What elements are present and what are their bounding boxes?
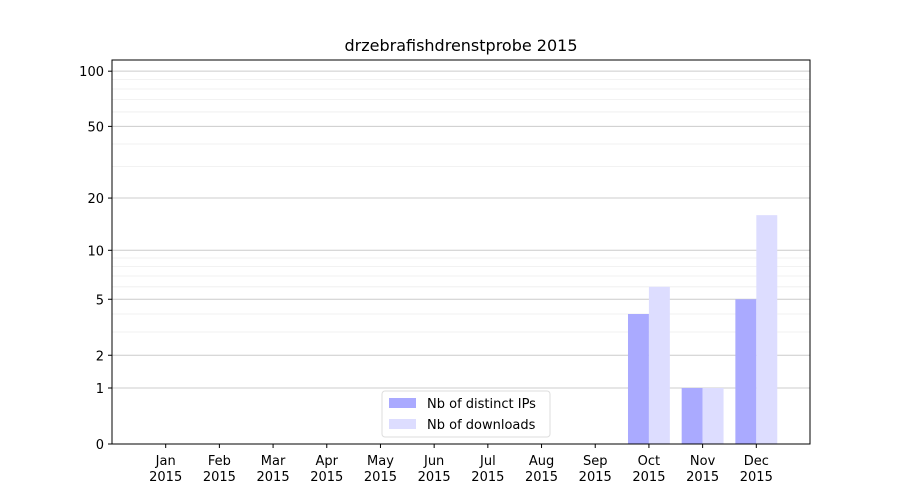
bar bbox=[756, 215, 778, 444]
bar bbox=[702, 388, 724, 444]
x-tick-label: Apr 2015 bbox=[310, 454, 343, 485]
legend-label: Nb of downloads bbox=[427, 418, 536, 433]
legend-box bbox=[381, 390, 551, 438]
bar bbox=[735, 299, 757, 444]
x-tick-label: May 2015 bbox=[364, 454, 397, 485]
x-tick-label: Sep 2015 bbox=[579, 454, 612, 485]
bar bbox=[648, 286, 670, 444]
y-tick-label: 50 bbox=[87, 120, 104, 135]
y-tick-label: 5 bbox=[96, 293, 104, 308]
y-tick-label: 100 bbox=[79, 65, 104, 80]
y-tick-label: 20 bbox=[87, 192, 104, 207]
x-tick-label: Dec 2015 bbox=[740, 454, 773, 485]
bar bbox=[681, 388, 703, 444]
x-tick-label: Nov 2015 bbox=[686, 454, 719, 485]
y-tick-label: 2 bbox=[96, 349, 104, 364]
legend: Nb of distinct IPs Nb of downloads bbox=[381, 390, 551, 438]
legend-label: Nb of distinct IPs bbox=[427, 397, 536, 412]
y-tick-label: 1 bbox=[96, 382, 104, 397]
y-tick-label: 0 bbox=[96, 438, 104, 453]
x-tick-label: Oct 2015 bbox=[632, 454, 665, 485]
x-tick-label: Jul 2015 bbox=[471, 454, 504, 485]
x-tick-label: Aug 2015 bbox=[525, 454, 558, 485]
x-tick-label: Jun 2015 bbox=[418, 454, 451, 485]
y-tick-label: 10 bbox=[87, 244, 104, 259]
chart-title: drzebrafishdrenstprobe 2015 bbox=[344, 36, 577, 55]
legend-swatch bbox=[389, 419, 416, 429]
bar bbox=[627, 313, 649, 444]
x-tick-label: Jan 2015 bbox=[149, 454, 182, 485]
legend-swatch bbox=[389, 398, 416, 408]
plot-frame bbox=[111, 59, 811, 445]
x-tick-label: Mar 2015 bbox=[257, 454, 290, 485]
x-tick-label: Feb 2015 bbox=[203, 454, 236, 485]
